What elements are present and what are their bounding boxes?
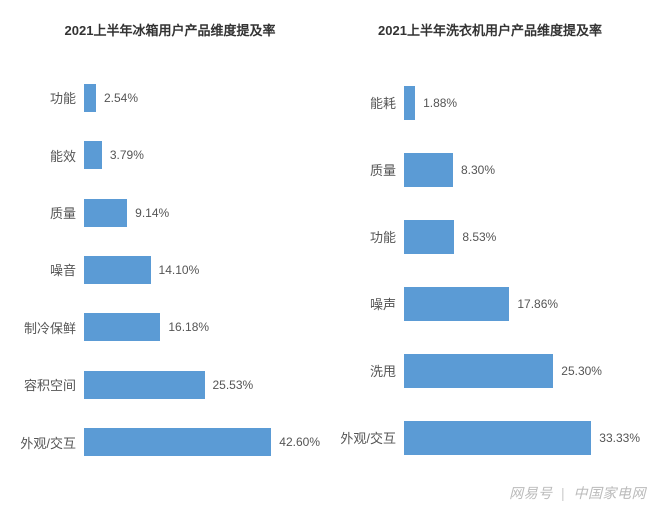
watermark-separator: | [561,485,565,501]
watermark-right: 中国家电网 [574,485,647,501]
bar-area: 42.60% [84,428,320,456]
bar-area: 25.53% [84,371,320,399]
bar-area: 9.14% [84,199,320,227]
bar [84,371,205,399]
bar-area: 8.53% [404,220,640,254]
bar-row: 功能 8.53% [330,220,640,254]
watermark-left: 网易号 [509,485,553,501]
bar-row: 功能 2.54% [10,84,320,112]
fridge-chart-title: 2021上半年冰箱用户产品维度提及率 [10,20,330,39]
bar [84,313,160,341]
category-label: 质量 [10,203,84,222]
bar [404,220,454,254]
bar-area: 8.30% [404,153,640,187]
bar [84,141,102,169]
value-label: 42.60% [271,435,320,449]
value-label: 1.88% [415,96,457,110]
washer-chart-title: 2021上半年洗衣机用户产品维度提及率 [330,20,650,39]
value-label: 14.10% [151,263,200,277]
category-label: 功能 [330,227,404,246]
bar-row: 能效 3.79% [10,141,320,169]
category-label: 功能 [10,88,84,107]
category-label: 质量 [330,160,404,179]
category-label: 洗甩 [330,361,404,380]
bar [84,199,127,227]
value-label: 25.53% [205,378,254,392]
charts-container: 2021上半年冰箱用户产品维度提及率 功能 2.54% 能效 3.79% 质量 [0,0,660,511]
value-label: 8.53% [454,230,496,244]
watermark: 网易号 | 中国家电网 [509,483,646,503]
bar-area: 1.88% [404,86,640,120]
bar [404,354,553,388]
value-label: 17.86% [509,297,558,311]
bar-row: 容积空间 25.53% [10,371,320,399]
value-label: 33.33% [591,431,640,445]
bar [404,421,591,455]
fridge-chart-body: 功能 2.54% 能效 3.79% 质量 9.14% [10,69,330,471]
washer-chart: 2021上半年洗衣机用户产品维度提及率 能耗 1.88% 质量 8.30% 功能 [330,20,650,471]
bar-row: 噪声 17.86% [330,287,640,321]
bar-area: 17.86% [404,287,640,321]
bar-area: 25.30% [404,354,640,388]
bar-area: 3.79% [84,141,320,169]
bar-row: 外观/交互 33.33% [330,421,640,455]
category-label: 外观/交互 [10,433,84,452]
category-label: 能效 [10,146,84,165]
bar [84,256,151,284]
value-label: 8.30% [453,163,495,177]
value-label: 3.79% [102,148,144,162]
category-label: 容积空间 [10,375,84,394]
bar-area: 33.33% [404,421,640,455]
washer-chart-body: 能耗 1.88% 质量 8.30% 功能 8.53% [330,69,650,471]
bar-row: 制冷保鲜 16.18% [10,313,320,341]
bar-area: 14.10% [84,256,320,284]
category-label: 制冷保鲜 [10,318,84,337]
category-label: 外观/交互 [330,428,404,447]
bar [84,428,271,456]
bar-area: 2.54% [84,84,320,112]
bar-row: 噪音 14.10% [10,256,320,284]
value-label: 25.30% [553,364,602,378]
bar [404,86,415,120]
value-label: 16.18% [160,320,209,334]
bar [404,287,509,321]
bar-row: 质量 8.30% [330,153,640,187]
bar-row: 能耗 1.88% [330,86,640,120]
category-label: 噪音 [10,260,84,279]
bar-row: 洗甩 25.30% [330,354,640,388]
category-label: 能耗 [330,93,404,112]
bar-row: 外观/交互 42.60% [10,428,320,456]
bar [84,84,96,112]
fridge-chart: 2021上半年冰箱用户产品维度提及率 功能 2.54% 能效 3.79% 质量 [10,20,330,471]
bar-area: 16.18% [84,313,320,341]
value-label: 9.14% [127,206,169,220]
bar-row: 质量 9.14% [10,199,320,227]
bar [404,153,453,187]
category-label: 噪声 [330,294,404,313]
value-label: 2.54% [96,91,138,105]
